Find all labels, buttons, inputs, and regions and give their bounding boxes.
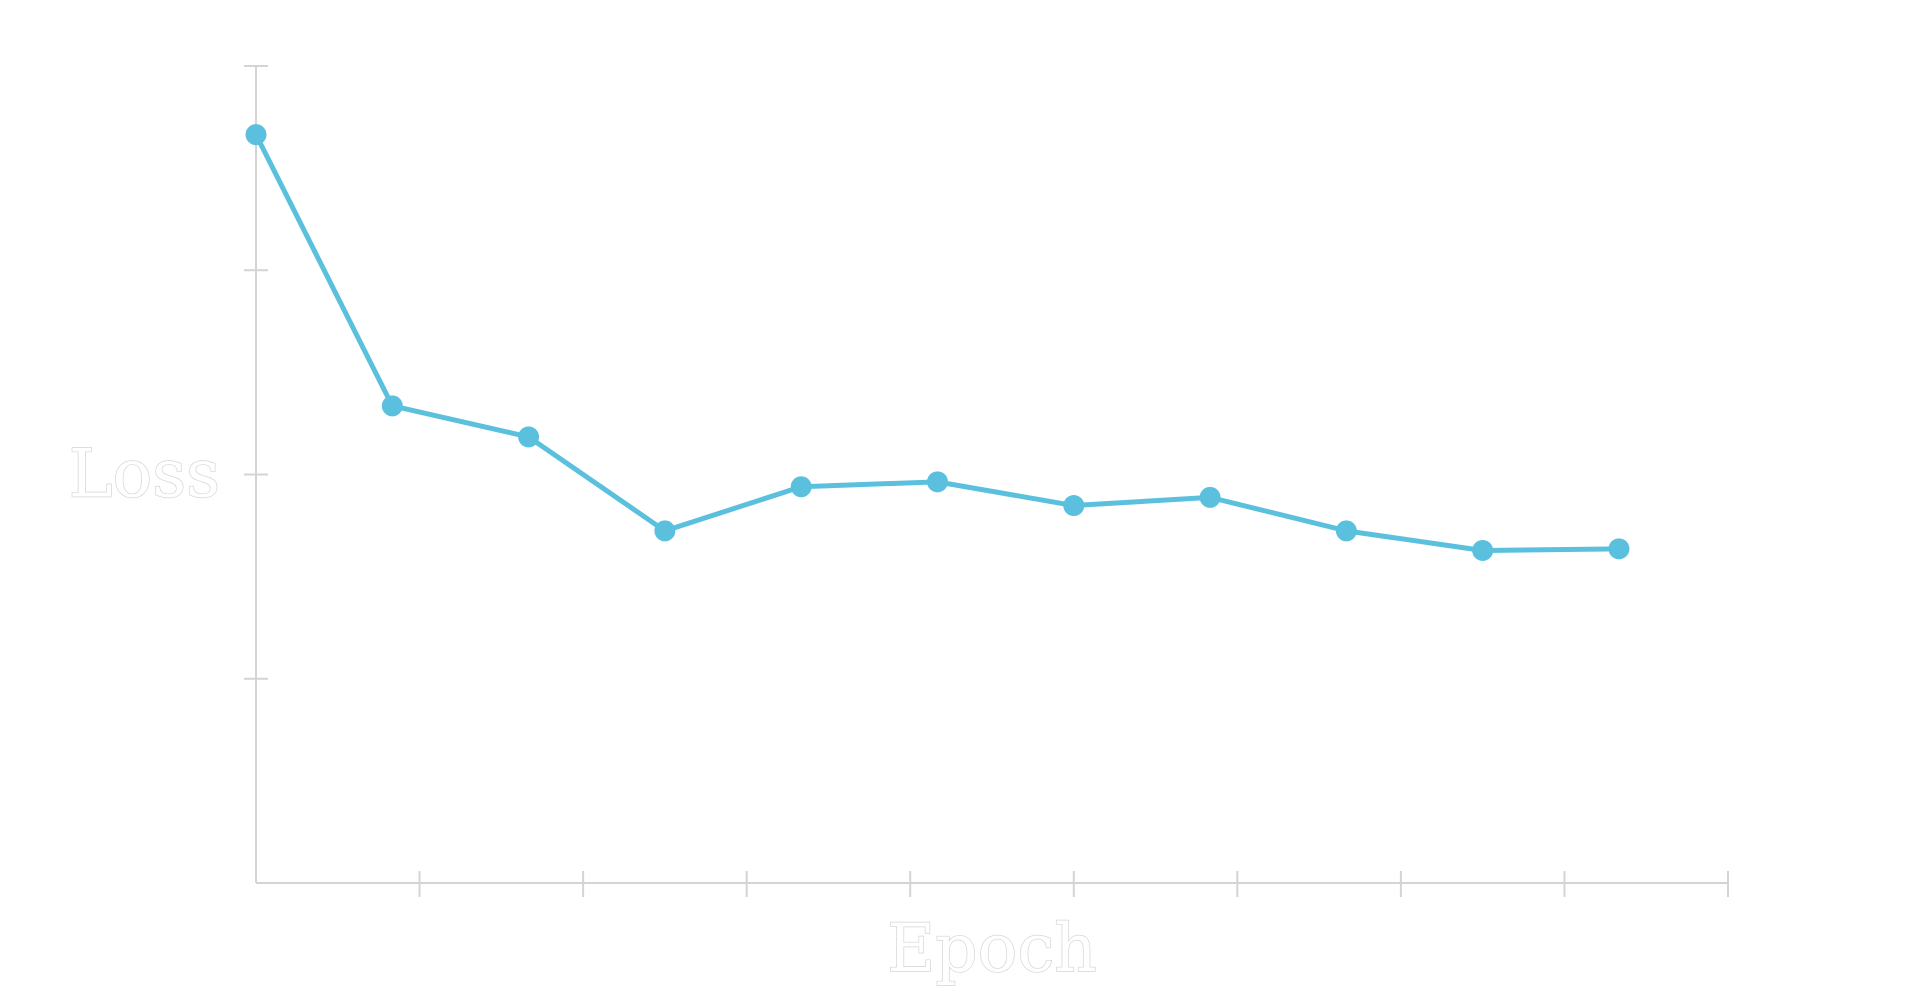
series-layer: [245, 124, 1630, 561]
data-point-0-8: [1335, 520, 1357, 542]
data-point-0-10: [1608, 538, 1630, 560]
x-axis-ticks: [418, 871, 1729, 897]
data-point-0-5: [926, 471, 948, 493]
x-axis-label: Epoch: [887, 910, 1097, 987]
axes: [244, 65, 1729, 897]
data-point-0-4: [790, 476, 812, 498]
data-point-0-9: [1472, 539, 1494, 561]
data-point-0-1: [381, 395, 403, 417]
data-point-0-0: [245, 124, 267, 146]
data-point-0-2: [518, 426, 540, 448]
data-point-0-7: [1199, 486, 1221, 508]
y-axis-ticks: [244, 65, 268, 680]
data-point-0-6: [1063, 495, 1085, 517]
data-point-0-3: [654, 520, 676, 542]
y-axis-label: Loss: [69, 436, 220, 513]
